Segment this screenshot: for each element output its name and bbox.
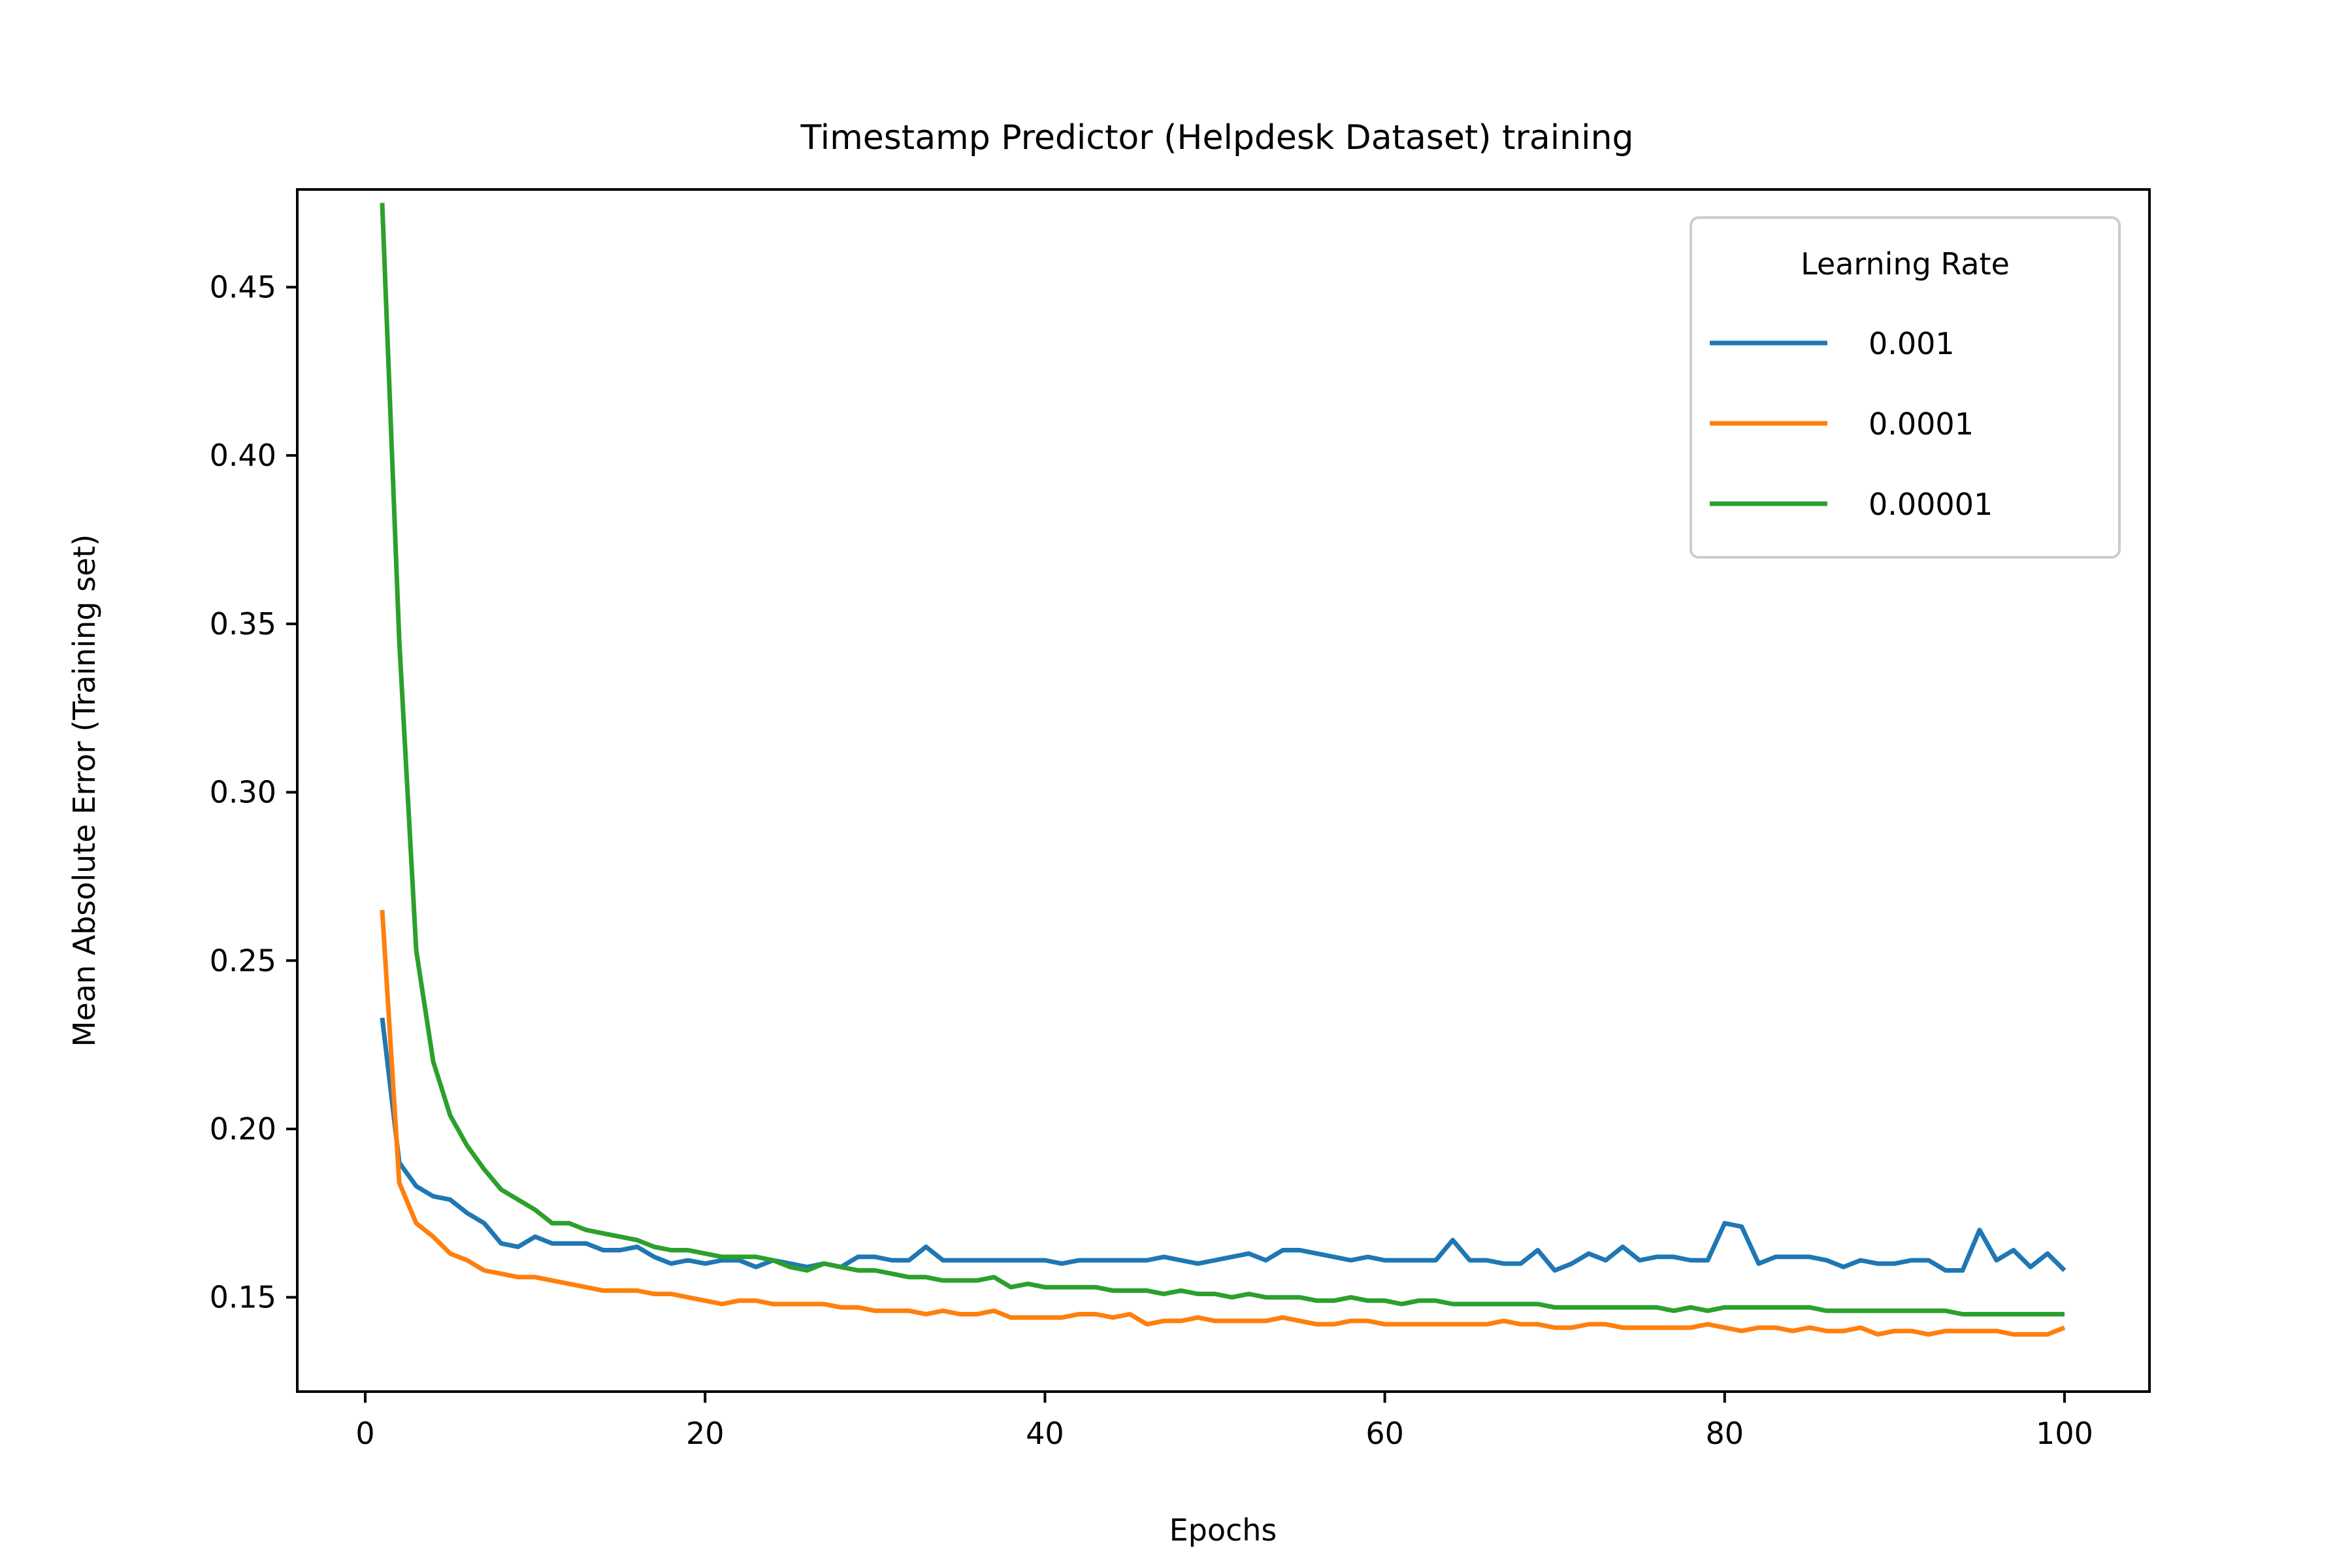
y-tick-label: 0.45 bbox=[210, 269, 276, 304]
x-axis-label: Epochs bbox=[1169, 1512, 1277, 1548]
y-tick-label: 0.15 bbox=[210, 1280, 276, 1315]
y-tick-label: 0.20 bbox=[210, 1111, 276, 1147]
legend-label-1: 0.0001 bbox=[1869, 406, 1974, 442]
legend-entries: 0.001 0.0001 0.00001 bbox=[1710, 326, 1993, 522]
x-tick-label: 60 bbox=[1365, 1416, 1404, 1451]
y-tick-label: 0.30 bbox=[210, 775, 276, 810]
plot-frame bbox=[296, 188, 2151, 1393]
x-axis: 0 20 40 60 80 100 bbox=[355, 1392, 2093, 1451]
x-tick-label: 80 bbox=[1705, 1416, 1744, 1451]
legend: Learning Rate 0.001 0.0001 0.00001 bbox=[1690, 216, 2121, 559]
x-tick-label: 40 bbox=[1026, 1416, 1064, 1451]
x-tick-label: 0 bbox=[355, 1416, 374, 1451]
series-line-1 bbox=[380, 909, 2066, 1337]
legend-title: Learning Rate bbox=[1801, 246, 2010, 282]
y-tick-label: 0.25 bbox=[210, 943, 276, 978]
y-tick-label: 0.35 bbox=[210, 606, 276, 642]
y-axis-label: Mean Absolute Error (Training set) bbox=[67, 534, 102, 1047]
x-tick-label: 100 bbox=[2036, 1416, 2093, 1451]
legend-box bbox=[1690, 216, 2121, 559]
series-line-2 bbox=[380, 203, 2065, 1316]
y-tick-label: 0.40 bbox=[210, 438, 276, 473]
legend-label-0: 0.001 bbox=[1869, 326, 1955, 361]
x-tick-label: 20 bbox=[686, 1416, 725, 1451]
series-line-0 bbox=[380, 1017, 2066, 1273]
chart-title: Timestamp Predictor (Helpdesk Dataset) t… bbox=[800, 118, 1633, 157]
y-axis: 0.15 0.20 0.25 0.30 0.35 0.40 0.45 bbox=[210, 269, 297, 1315]
series-layer bbox=[380, 203, 2066, 1337]
legend-label-2: 0.00001 bbox=[1869, 487, 1993, 522]
